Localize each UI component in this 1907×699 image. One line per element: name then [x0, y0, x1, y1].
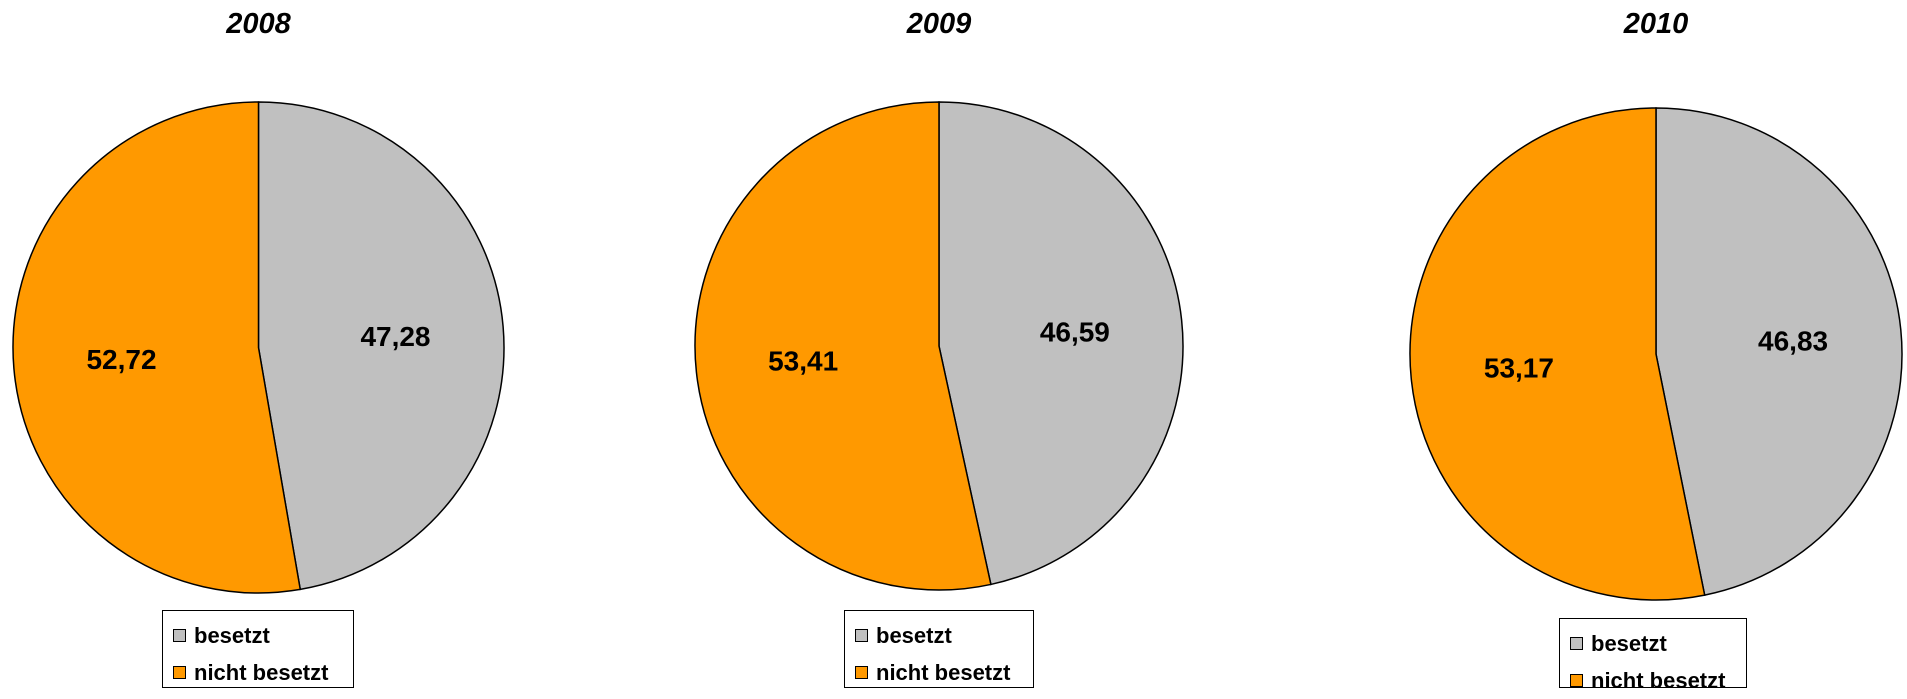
legend-swatch-besetzt	[173, 629, 186, 642]
legend-label: besetzt	[876, 622, 952, 648]
pie-chart-2008: 2008 47,28 52,72 besetzt nicht besetzt	[12, 0, 505, 688]
legend: besetzt nicht besetzt	[162, 610, 354, 688]
pie-slice-besetzt	[257, 101, 505, 591]
chart-title: 2008	[226, 8, 291, 40]
legend-swatch-nicht-besetzt	[855, 666, 868, 679]
chart-title: 2009	[906, 8, 972, 40]
pie-slice-besetzt	[938, 101, 1184, 586]
pie-chart-2009: 2009 46,59 53,41 besetzt nicht besetzt	[694, 0, 1184, 688]
data-label-besetzt: 46,59	[1040, 316, 1110, 347]
pie-chart-2010: 2010 46,83 53,17 besetzt nicht besetzt	[1409, 0, 1903, 693]
chart-title: 2010	[1623, 8, 1689, 40]
data-label-nicht-besetzt: 53,41	[768, 346, 838, 377]
legend-item-nicht-besetzt: nicht besetzt	[173, 654, 343, 691]
pie-plot: 46,59 53,41	[694, 101, 1184, 591]
legend-label: nicht besetzt	[194, 659, 329, 685]
data-label-nicht-besetzt: 53,17	[1484, 353, 1554, 384]
pie-slice-nicht-besetzt	[694, 101, 992, 591]
legend-label: nicht besetzt	[876, 659, 1011, 685]
legend-swatch-nicht-besetzt	[173, 666, 186, 679]
legend-swatch-nicht-besetzt	[1570, 674, 1583, 687]
legend-swatch-besetzt	[1570, 637, 1583, 650]
legend-item-besetzt: besetzt	[173, 617, 343, 654]
pie-plot: 47,28 52,72	[12, 101, 505, 594]
legend-label: besetzt	[1591, 630, 1667, 656]
data-label-besetzt: 46,83	[1758, 325, 1828, 356]
pie-slice-besetzt	[1655, 107, 1903, 597]
legend-item-besetzt: besetzt	[855, 617, 1023, 654]
legend-item-besetzt: besetzt	[1570, 625, 1736, 662]
pie-plot: 46,83 53,17	[1409, 107, 1903, 601]
legend: besetzt nicht besetzt	[1559, 618, 1747, 693]
legend-label: besetzt	[194, 622, 270, 648]
legend-item-nicht-besetzt: nicht besetzt	[855, 654, 1023, 691]
legend: besetzt nicht besetzt	[844, 610, 1034, 688]
data-label-besetzt: 47,28	[360, 321, 430, 352]
legend-item-nicht-besetzt: nicht besetzt	[1570, 662, 1736, 699]
data-label-nicht-besetzt: 52,72	[86, 344, 156, 375]
legend-swatch-besetzt	[855, 629, 868, 642]
legend-label: nicht besetzt	[1591, 667, 1726, 693]
pie-slice-nicht-besetzt	[12, 101, 302, 594]
pie-slice-nicht-besetzt	[1409, 107, 1706, 601]
